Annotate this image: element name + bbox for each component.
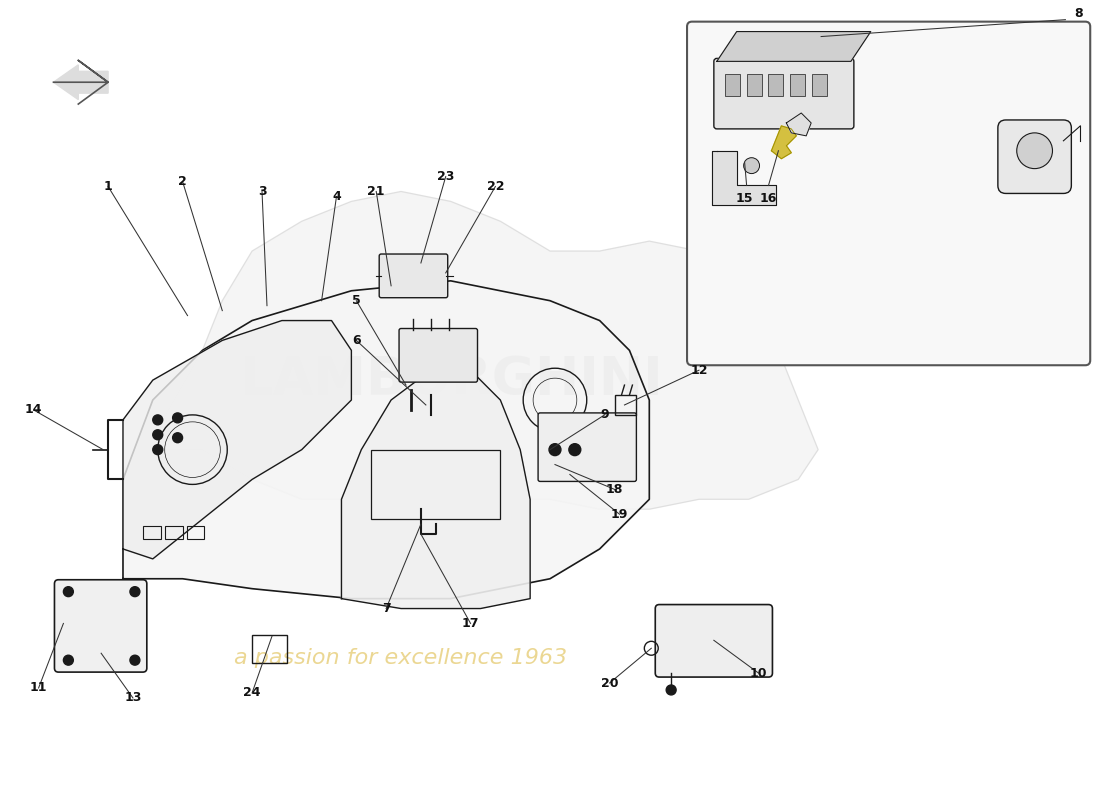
Polygon shape: [341, 370, 530, 609]
Bar: [769, 74, 783, 96]
FancyBboxPatch shape: [538, 413, 637, 482]
FancyBboxPatch shape: [379, 254, 448, 298]
FancyBboxPatch shape: [688, 22, 1090, 366]
Text: 8: 8: [1074, 7, 1082, 20]
Polygon shape: [786, 113, 811, 136]
Polygon shape: [153, 191, 818, 510]
Bar: [187, 526, 205, 539]
Text: 20: 20: [601, 677, 618, 690]
Text: 18: 18: [606, 483, 624, 496]
Polygon shape: [123, 281, 649, 598]
Bar: [725, 74, 739, 96]
Bar: [812, 74, 827, 96]
Text: a passion for excellence 1963: a passion for excellence 1963: [234, 648, 568, 668]
Text: 23: 23: [437, 170, 454, 183]
Text: 19: 19: [610, 508, 628, 521]
Circle shape: [173, 413, 183, 423]
Text: 21: 21: [367, 185, 385, 198]
Circle shape: [1016, 133, 1053, 169]
Circle shape: [549, 444, 561, 456]
Text: 12: 12: [690, 364, 707, 377]
Circle shape: [153, 430, 163, 440]
Text: 24: 24: [243, 686, 261, 699]
Bar: [165, 526, 183, 539]
Bar: [143, 526, 161, 539]
Circle shape: [64, 586, 74, 597]
Text: 3: 3: [257, 185, 266, 198]
Text: 11: 11: [30, 682, 47, 694]
Text: 6: 6: [352, 334, 361, 347]
Circle shape: [130, 655, 140, 665]
FancyBboxPatch shape: [55, 580, 146, 672]
Bar: [372, 450, 500, 519]
Circle shape: [173, 433, 183, 442]
FancyBboxPatch shape: [998, 120, 1071, 194]
Text: 10: 10: [750, 666, 768, 679]
Circle shape: [153, 445, 163, 454]
Text: 1: 1: [103, 180, 112, 193]
FancyBboxPatch shape: [714, 58, 854, 129]
FancyArrow shape: [54, 65, 108, 100]
Text: 15: 15: [736, 192, 754, 205]
Circle shape: [569, 444, 581, 456]
Text: 14: 14: [25, 403, 43, 417]
Circle shape: [130, 586, 140, 597]
Text: 17: 17: [462, 617, 480, 630]
Text: 13: 13: [124, 691, 142, 705]
Text: 5: 5: [352, 294, 361, 307]
Circle shape: [744, 158, 759, 174]
Bar: [747, 74, 761, 96]
Text: 9: 9: [601, 408, 609, 422]
Circle shape: [153, 415, 163, 425]
FancyBboxPatch shape: [399, 329, 477, 382]
FancyBboxPatch shape: [656, 605, 772, 677]
Polygon shape: [771, 126, 796, 158]
Text: 4: 4: [332, 190, 341, 203]
Bar: [790, 74, 805, 96]
Text: 16: 16: [760, 192, 778, 205]
Circle shape: [64, 655, 74, 665]
Text: 22: 22: [486, 180, 504, 193]
Polygon shape: [123, 321, 351, 559]
Text: 2: 2: [178, 175, 187, 188]
Bar: [252, 635, 287, 663]
Polygon shape: [717, 31, 871, 62]
Bar: [615, 395, 637, 415]
Text: 7: 7: [382, 602, 390, 615]
Text: LAMBORGHINI: LAMBORGHINI: [239, 354, 662, 406]
Polygon shape: [712, 150, 777, 206]
Circle shape: [667, 685, 676, 695]
